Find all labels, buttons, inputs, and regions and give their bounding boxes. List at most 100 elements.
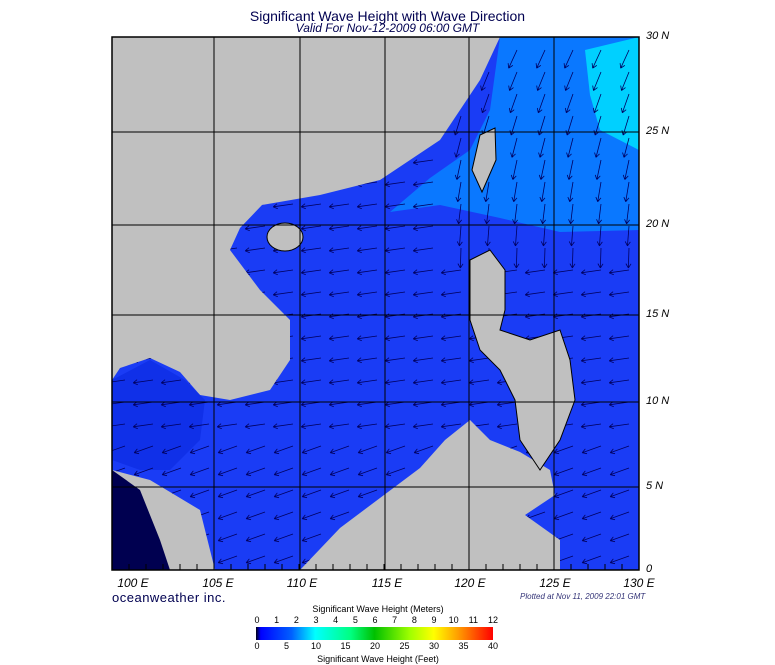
wave-direction-arrow [217, 533, 238, 543]
wave-direction-arrow [272, 203, 294, 210]
wave-direction-arrow [300, 379, 322, 386]
wave-direction-arrow [300, 357, 322, 364]
wave-direction-arrow [440, 379, 462, 386]
meters-tick: 4 [333, 615, 339, 625]
wave-direction-arrow [189, 445, 210, 455]
meters-tick: 11 [468, 615, 478, 625]
wave-direction-arrow [160, 379, 182, 386]
wave-direction-arrow [541, 247, 548, 269]
feet-tick: 40 [487, 641, 499, 651]
wave-direction-arrow [581, 555, 602, 565]
wave-direction-arrow [608, 291, 630, 298]
wave-direction-arrow [564, 93, 574, 114]
wave-direction-arrow [412, 159, 434, 166]
wave-direction-arrow [609, 533, 630, 543]
meters-tick: 8 [411, 615, 417, 625]
wave-direction-arrow [412, 291, 434, 298]
wave-direction-arrow [536, 93, 546, 114]
high-wave-region [390, 37, 639, 232]
wave-direction-arrow [245, 467, 266, 477]
wave-direction-arrow [188, 423, 210, 430]
wave-direction-arrow [112, 379, 126, 386]
meters-tick: 12 [487, 615, 499, 625]
wave-direction-arrow [328, 379, 350, 386]
wave-direction-arrow [624, 225, 631, 247]
wave-direction-arrow [513, 247, 520, 269]
lon-label: 120 E [454, 576, 486, 590]
wave-direction-arrow [328, 247, 350, 254]
wave-direction-arrow [507, 49, 518, 69]
wave-direction-arrow [608, 269, 630, 276]
wave-direction-arrow [412, 181, 434, 188]
wave-direction-arrow [329, 489, 350, 499]
wave-direction-arrow [624, 203, 630, 225]
wave-direction-arrow [357, 467, 378, 477]
philippines [469, 249, 576, 471]
wave-direction-arrow [496, 423, 518, 430]
wave-direction-arrow [480, 71, 490, 91]
wave-direction-arrow [609, 489, 630, 499]
wave-direction-arrow [356, 357, 378, 364]
lat-label: 5 N [646, 480, 664, 492]
feet-tick: 30 [428, 641, 440, 651]
wave-direction-arrow [245, 555, 266, 565]
colorbar-feet-title: Significant Wave Height (Feet) [317, 654, 439, 664]
wave-direction-arrow [245, 533, 266, 543]
wave-direction-arrow [273, 511, 294, 521]
wave-direction-arrow [623, 181, 630, 202]
wave-direction-arrow [535, 49, 546, 69]
wave-direction-arrow [412, 335, 434, 342]
wave-direction-arrow [329, 445, 350, 455]
wave-direction-arrow [456, 225, 463, 247]
wave-direction-arrow [356, 423, 378, 430]
wave-direction-arrow [412, 423, 434, 430]
wave-direction-arrow [301, 467, 322, 477]
wave-direction-arrow [512, 225, 519, 247]
wave-direction-arrow [384, 291, 406, 298]
wave-direction-arrow [384, 181, 406, 188]
feet-tick: 35 [458, 641, 469, 651]
wave-direction-arrow [384, 423, 406, 430]
wave-direction-arrow [273, 489, 294, 499]
feet-tick: 5 [283, 641, 290, 651]
wave-direction-arrow [384, 203, 406, 210]
wave-direction-arrow [412, 247, 434, 254]
wave-direction-arrow [217, 555, 238, 565]
wave-direction-arrow [454, 137, 462, 158]
wave-direction-arrow [189, 467, 210, 477]
wave-direction-arrow [619, 49, 630, 69]
wave-direction-arrow [300, 203, 322, 210]
wave-direction-arrow [564, 71, 574, 91]
wave-direction-arrow [581, 533, 602, 543]
wave-direction-arrow [133, 467, 154, 477]
wave-direction-arrow [384, 335, 406, 342]
wave-direction-arrow [456, 203, 462, 225]
wave-direction-arrow [510, 159, 518, 180]
wave-direction-arrow [553, 489, 574, 499]
wave-direction-arrow [591, 49, 602, 69]
wave-direction-arrow [300, 247, 322, 254]
andaman-shallow [112, 470, 170, 570]
wave-direction-arrow [457, 247, 464, 269]
lon-label: 100 E [117, 576, 149, 590]
wave-direction-arrow [468, 379, 490, 386]
wave-direction-arrow [244, 247, 266, 254]
wave-direction-arrow [620, 93, 630, 114]
wave-direction-arrow [133, 445, 154, 455]
wave-direction-arrow [609, 555, 630, 565]
wave-direction-arrow [384, 225, 406, 232]
wave-direction-arrow [594, 137, 602, 158]
wave-direction-arrow [580, 335, 602, 342]
wave-direction-arrow [412, 357, 434, 364]
feet-tick: 10 [310, 641, 322, 651]
very-high-wave-region [585, 37, 639, 150]
wave-direction-arrow [553, 467, 574, 477]
wave-direction-arrow [273, 533, 294, 543]
wave-direction-arrow [540, 203, 546, 225]
wave-direction-arrow [568, 203, 574, 225]
wave-direction-arrow [484, 225, 491, 247]
wave-direction-arrow [440, 423, 462, 430]
wave-direction-arrow [301, 445, 322, 455]
lon-label: 110 E [286, 576, 318, 590]
